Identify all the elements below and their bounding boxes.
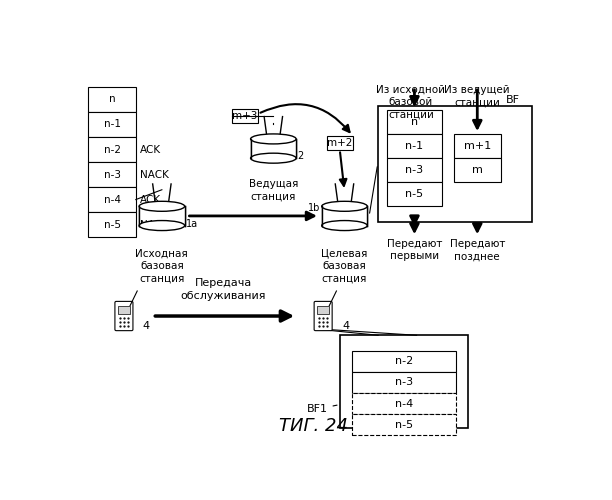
Bar [352,372,456,393]
Bar [352,393,456,414]
Text: m+3: m+3 [232,111,258,121]
Text: NACK: NACK [140,220,168,230]
Text: ACK: ACK [140,194,161,204]
Text: 4: 4 [143,320,150,330]
Text: n-5: n-5 [103,220,121,230]
Bar [387,110,442,134]
Text: Из исходной
базовой
станции: Из исходной базовой станции [376,85,446,120]
Text: n-1: n-1 [103,120,121,130]
FancyBboxPatch shape [314,302,332,330]
FancyBboxPatch shape [115,302,133,330]
Text: Из ведущей
станции: Из ведущей станции [444,85,510,108]
Bar [340,336,468,428]
Bar [322,206,367,226]
Text: n-2: n-2 [103,144,121,154]
Bar [88,162,136,187]
Bar [318,306,329,314]
Text: BF: BF [506,96,520,106]
Text: n-1: n-1 [405,141,424,151]
Bar [352,414,456,436]
Text: n-5: n-5 [395,420,413,430]
Bar [88,87,136,112]
Text: NACK: NACK [140,170,168,179]
Ellipse shape [139,202,185,211]
Bar [139,206,185,226]
Bar [453,134,501,158]
Text: Ведущая
станция: Ведущая станция [248,180,298,202]
Ellipse shape [250,134,296,144]
Text: n-3: n-3 [395,378,413,388]
Text: n-3: n-3 [103,170,121,179]
Bar [88,112,136,137]
Bar [250,139,296,158]
Bar [88,137,136,162]
Text: Целевая
базовая
станция: Целевая базовая станция [321,248,368,284]
Text: m: m [472,164,483,174]
Text: m+1: m+1 [464,141,491,151]
Text: Исходная
базовая
станция: Исходная базовая станция [135,248,188,284]
Bar [118,306,130,314]
Text: n-2: n-2 [395,356,413,366]
Text: n-5: n-5 [405,188,424,198]
Bar [352,350,456,372]
Bar [378,106,532,222]
Text: BF1: BF1 [307,404,337,414]
Ellipse shape [322,202,367,211]
Text: n: n [109,94,116,104]
Text: 4: 4 [342,320,349,330]
Text: Передача
обслуживания: Передача обслуживания [181,278,266,300]
Text: n-3: n-3 [405,164,424,174]
Text: 1a: 1a [185,218,198,228]
Text: Передают
позднее: Передают позднее [450,239,505,262]
Text: n-4: n-4 [395,398,413,408]
Bar [387,134,442,158]
FancyArrowPatch shape [261,104,349,132]
Text: 1b: 1b [308,203,321,213]
Bar [327,136,353,149]
Bar [387,182,442,206]
Text: ACK: ACK [140,144,161,154]
Bar [88,187,136,212]
Text: 2: 2 [297,151,304,161]
Ellipse shape [139,220,185,230]
Bar [88,212,136,237]
Ellipse shape [250,153,296,163]
Bar [453,158,501,182]
Text: m+2: m+2 [327,138,353,148]
Text: n: n [411,117,418,127]
Text: n-4: n-4 [103,194,121,204]
Text: ΤИГ. 24: ΤИГ. 24 [279,418,348,436]
Ellipse shape [322,220,367,230]
Text: Передают
первыми: Передают первыми [387,239,442,262]
Bar [387,158,442,182]
Bar [232,109,258,122]
